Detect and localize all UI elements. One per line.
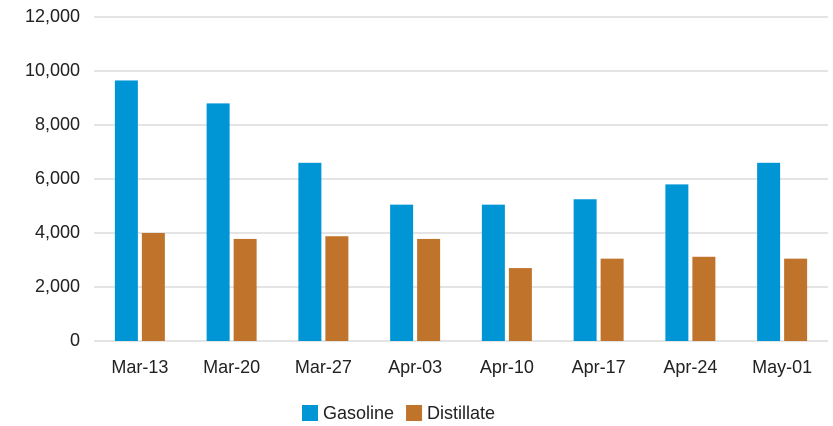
legend-label: Gasoline bbox=[323, 403, 394, 423]
bar bbox=[390, 204, 414, 341]
bar bbox=[784, 258, 808, 341]
bar bbox=[600, 258, 624, 341]
y-tick-label: 4,000 bbox=[35, 222, 80, 242]
bar bbox=[325, 236, 349, 341]
bar bbox=[665, 184, 689, 341]
x-tick-label: Apr-24 bbox=[663, 357, 717, 377]
y-tick-label: 0 bbox=[70, 330, 80, 350]
bar bbox=[692, 256, 716, 341]
x-tick-label: Mar-20 bbox=[203, 357, 260, 377]
bar bbox=[114, 80, 138, 341]
legend-swatch bbox=[302, 405, 318, 421]
x-tick-label: Mar-13 bbox=[111, 357, 168, 377]
bar bbox=[481, 204, 505, 341]
x-tick-label: Apr-10 bbox=[480, 357, 534, 377]
x-tick-label: Mar-27 bbox=[295, 357, 352, 377]
legend-swatch bbox=[406, 405, 423, 421]
y-tick-label: 10,000 bbox=[25, 60, 80, 80]
y-tick-label: 12,000 bbox=[25, 6, 80, 26]
bar bbox=[141, 233, 165, 341]
bar bbox=[573, 199, 597, 341]
bar bbox=[757, 162, 781, 341]
bar bbox=[508, 268, 532, 341]
legend-label: Distillate bbox=[427, 403, 495, 423]
y-tick-label: 6,000 bbox=[35, 168, 80, 188]
y-tick-label: 2,000 bbox=[35, 276, 80, 296]
bar bbox=[206, 103, 230, 342]
bar bbox=[417, 238, 441, 341]
bar bbox=[298, 162, 322, 341]
y-tick-label: 8,000 bbox=[35, 114, 80, 134]
x-tick-label: May-01 bbox=[752, 357, 812, 377]
bar bbox=[233, 238, 257, 341]
x-tick-label: Apr-17 bbox=[572, 357, 626, 377]
x-tick-label: Apr-03 bbox=[388, 357, 442, 377]
